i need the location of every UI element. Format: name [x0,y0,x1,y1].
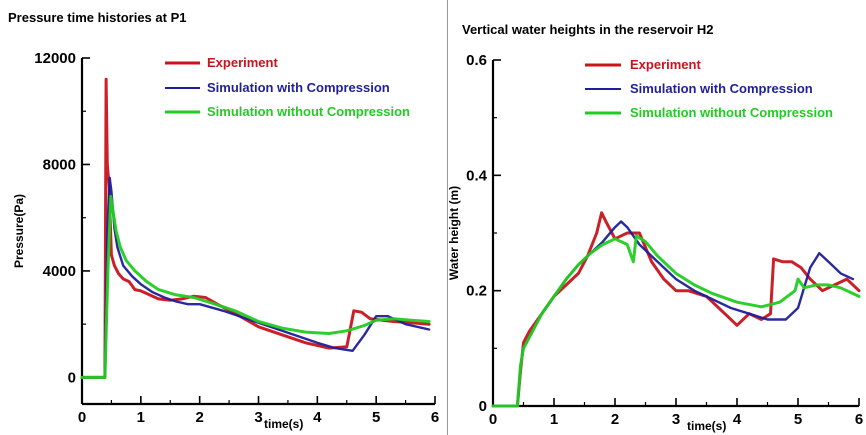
panel-1-x-tick-label: 0 [78,409,86,426]
panel-1-x-tick-label: 5 [372,409,380,426]
panel-1-y-tick-label: 8000 [43,156,76,173]
panel-2-x-axis-label: time(s) [687,419,726,433]
panel-2-x-tick-label: 4 [733,411,742,428]
panel-2-y-tick-label: 0.6 [466,52,487,69]
panel-1-x-tick-label: 6 [431,409,439,426]
panel-1-legend-label-simulation-without-compression: Simulation without Compression [207,104,410,119]
panel-2-y-axis-label: Water height (m) [447,186,461,280]
panel-1-x-tick-label: 4 [313,409,322,426]
panel-2-legend-label-simulation-without-compression: Simulation without Compression [630,105,833,120]
panel-2-legend-label-simulation-with-compression: Simulation with Compression [630,81,813,96]
panel-1-y-axis-label: Pressure(Pa) [12,194,26,268]
panel-1-legend-label-experiment: Experiment [207,55,278,70]
panel-1-legend-label-simulation-with-compression: Simulation with Compression [207,80,390,95]
panel-2-y-tick-label: 0 [479,398,487,415]
panel-2-y-tick-label: 0.4 [466,167,488,184]
panel-1-series-simulation-without-compression-line [80,194,431,379]
panel-1-y-tick-label: 0 [68,369,76,386]
panel-2-legend-label-experiment: Experiment [630,57,701,72]
panel-2-series-experiment-line [491,211,861,408]
panel-1-x-axis-label: time(s) [264,417,303,431]
panel-1-y-tick-label: 12000 [34,50,76,67]
panel-divider [447,0,448,435]
panel-1-chart-title: Pressure time histories at P1 [8,10,186,25]
panel-2-x-tick-label: 0 [489,411,497,428]
panel-2-y-tick-label: 0.2 [466,283,487,300]
panel-1-x-tick-label: 3 [254,409,262,426]
panel-2-x-tick-label: 5 [794,411,802,428]
panel-1-x-tick-label: 1 [137,409,145,426]
panel-1-series-simulation-with-compression-line [80,176,431,379]
panel-2-series-simulation-with-compression-line [491,220,855,408]
panel-2-chart-title: Vertical water heights in the reservoir … [462,22,713,37]
panel-2-x-tick-label: 3 [672,411,680,428]
panel-2-series-simulation-without-compression-line [491,234,861,408]
panel-2-x-tick-label: 6 [855,411,863,428]
panel-1-series-experiment-line [80,77,431,379]
panel-2-x-tick-label: 2 [611,411,619,428]
panel-1-x-tick-label: 2 [195,409,203,426]
panel-1-y-tick-label: 4000 [43,263,76,280]
panel-2-x-tick-label: 1 [550,411,558,428]
